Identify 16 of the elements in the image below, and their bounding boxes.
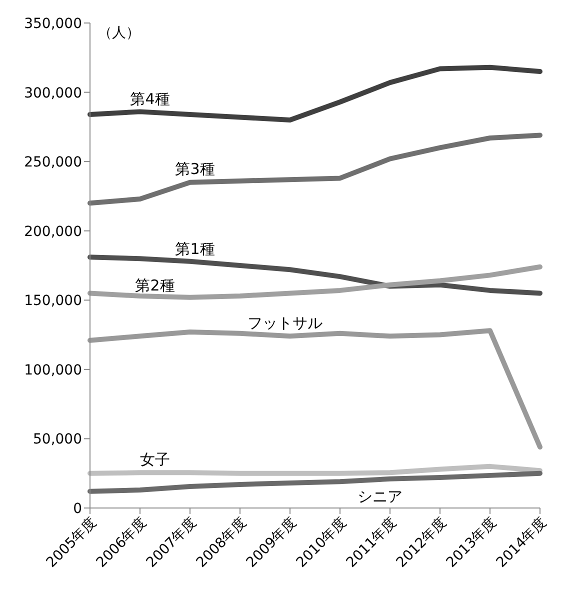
- series-label: 第2種: [135, 276, 175, 294]
- series-label: 女子: [140, 450, 170, 469]
- y-axis-title: （人）: [98, 25, 140, 41]
- series-label: 第3種: [175, 160, 215, 178]
- series-label: フットサル: [248, 314, 322, 332]
- y-tick-label: 350,000: [24, 16, 82, 32]
- series-label: シニア: [358, 487, 402, 506]
- y-tick-label: 200,000: [24, 224, 82, 240]
- y-tick-label: 300,000: [24, 85, 82, 102]
- y-tick-label: 100,000: [24, 362, 82, 378]
- y-tick-label: 0: [73, 500, 82, 517]
- y-tick-label: 50,000: [33, 432, 82, 448]
- y-tick-label: 250,000: [24, 154, 82, 171]
- y-tick-label: 150,000: [24, 293, 82, 310]
- series-label: 第1種: [175, 240, 215, 258]
- series-label: 第4種: [130, 90, 170, 108]
